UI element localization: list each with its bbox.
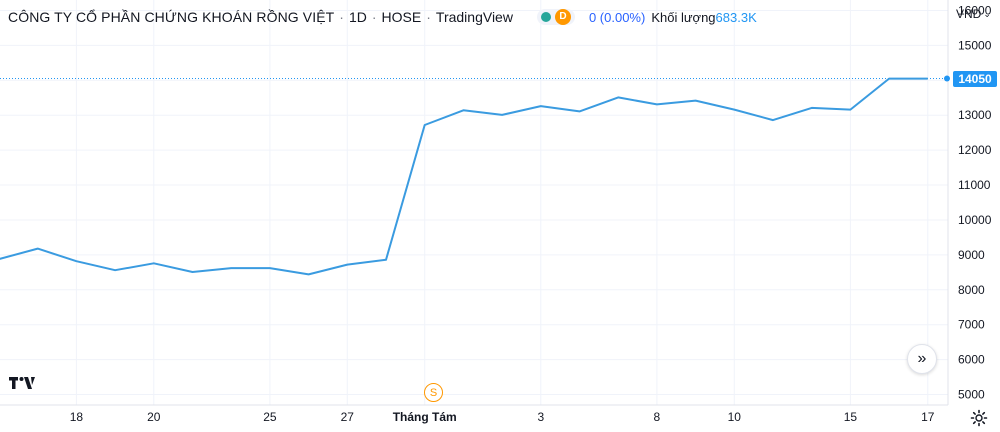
time-tick-label: 8: [654, 410, 661, 424]
vertical-grid: [75, 0, 929, 405]
price-tick-label: 5000: [958, 388, 985, 402]
time-tick-label: 3: [537, 410, 544, 424]
price-axis-labels: 5000 6000 7000 8000 9000 10000 11000 12000 13000…: [958, 3, 992, 401]
time-tick-label: 15: [844, 410, 858, 424]
market-open-dot-icon: [540, 12, 551, 22]
currency-label: VND: [956, 7, 982, 21]
volume-value: 683.3K: [715, 9, 757, 25]
delayed-data-icon: D: [554, 9, 571, 25]
time-tick-label: 20: [147, 410, 161, 424]
time-tick-label: 10: [728, 410, 742, 424]
volume-label: Khối lượng: [651, 9, 716, 25]
price-tick-label: 12000: [958, 143, 992, 157]
legend-separator: ·: [426, 9, 431, 25]
price-tick-label: 6000: [958, 353, 985, 367]
price-tick-label: 11000: [958, 178, 991, 192]
time-axis-labels: 18 20 25 27 Tháng Tám 3 8 10 15 17: [70, 410, 935, 424]
horizontal-grid: [0, 9, 948, 396]
price-change: 0 (0.00%): [588, 9, 646, 25]
symbol-name[interactable]: CÔNG TY CỔ PHẦN CHỨNG KHOÁN RỒNG VIỆT: [8, 9, 335, 25]
provider-label: TradingView: [435, 9, 513, 25]
exchange-label: HOSE: [381, 9, 422, 25]
chart-legend: CÔNG TY CỔ PHẦN CHỨNG KHOÁN RỒNG VIỆT · …: [8, 7, 757, 27]
gear-icon[interactable]: [970, 409, 988, 427]
split-event-icon[interactable]: S: [424, 383, 443, 402]
time-tick-label: 18: [70, 410, 84, 424]
legend-separator: ·: [339, 9, 344, 25]
last-price-point: [944, 75, 950, 82]
price-tick-label: 13000: [958, 108, 992, 122]
time-tick-label: 27: [341, 410, 355, 424]
scroll-to-realtime-button[interactable]: »: [907, 344, 937, 374]
time-tick-label: 17: [921, 410, 935, 424]
tradingview-logo-icon[interactable]: [8, 370, 36, 396]
currency-selector[interactable]: VND ⌄: [956, 7, 991, 21]
chevron-down-icon: ⌄: [983, 8, 991, 19]
price-tick-label: 9000: [958, 248, 985, 262]
market-status-icon[interactable]: D: [536, 9, 575, 25]
price-tick-label: 16000: [958, 3, 992, 17]
time-tick-label: Tháng Tám: [393, 410, 457, 424]
price-tick-label: 10000: [958, 213, 992, 227]
price-tick-label: 7000: [958, 318, 985, 332]
price-series-line: [0, 77, 928, 276]
legend-separator: ·: [371, 9, 377, 25]
price-tick-label: 8000: [958, 283, 985, 297]
last-price-tag: 14050: [953, 70, 997, 87]
price-tick-label: 15000: [958, 38, 992, 52]
interval-label[interactable]: 1D: [348, 9, 367, 25]
time-tick-label: 25: [263, 410, 277, 424]
